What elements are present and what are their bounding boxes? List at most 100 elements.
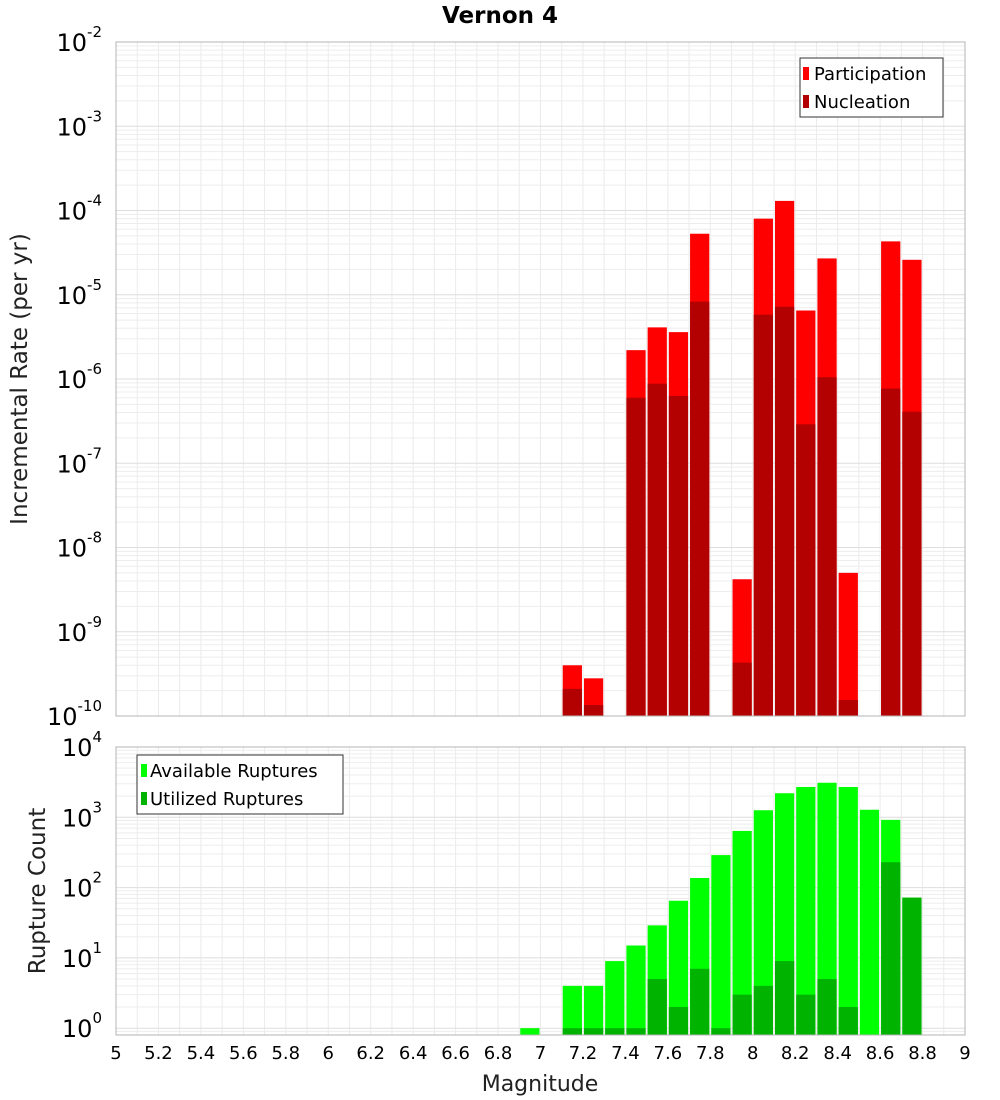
count-bar-available-ruptures — [605, 961, 625, 1035]
rate-bars — [562, 200, 922, 717]
x-tick-label: 7.6 — [654, 1043, 683, 1064]
x-tick-label: 6.8 — [484, 1043, 513, 1064]
x-tick-label: 6.6 — [441, 1043, 470, 1064]
legend-label-available: Available Ruptures — [150, 761, 318, 782]
rate-panel: 10-210-310-410-510-610-710-810-910-10 In… — [7, 23, 966, 731]
count-bar-utilized-ruptures — [605, 1028, 625, 1035]
count-bar-available-ruptures — [838, 786, 858, 1035]
rate-y-tick-exponent: -4 — [87, 192, 102, 210]
count-y-tick-exponent: 4 — [92, 728, 102, 746]
count-y-tick-exponent: 0 — [92, 1009, 102, 1027]
count-bar-utilized-ruptures — [753, 985, 773, 1035]
count-legend-box — [136, 754, 344, 815]
count-bar-available-ruptures — [562, 985, 582, 1035]
rate-y-tick-exponent: -8 — [87, 529, 102, 547]
count-bar-available-ruptures — [711, 855, 731, 1035]
rate-y-tick-label: 10-7 — [56, 444, 102, 478]
rate-y-tick-label: 10-10 — [47, 697, 102, 731]
count-bar-available-ruptures — [583, 985, 604, 1035]
rate-bar-nucleation — [796, 424, 816, 716]
x-tick-label: 5.8 — [271, 1043, 300, 1064]
count-bar-utilized-ruptures — [732, 994, 752, 1035]
rate-bar-nucleation — [690, 301, 710, 716]
x-tick-label: 6.2 — [356, 1043, 385, 1064]
rate-bar-nucleation — [753, 314, 773, 716]
rate-y-tick-label: 10-2 — [56, 23, 102, 57]
rate-bar-nucleation — [817, 377, 837, 716]
rate-y-tick-base: 10 — [56, 198, 87, 226]
count-bar-utilized-ruptures — [583, 1028, 604, 1035]
count-y-tick-base: 10 — [62, 734, 93, 762]
count-x-axis-label: Magnitude — [482, 1072, 599, 1097]
x-tick-label: 7.2 — [569, 1043, 598, 1064]
count-bar-available-ruptures — [668, 900, 689, 1035]
count-y-tick-label: 103 — [62, 798, 102, 832]
rate-bar-nucleation — [562, 688, 582, 716]
rate-bar-nucleation — [583, 705, 604, 716]
rate-y-tick-label: 10-4 — [56, 192, 102, 226]
count-y-tick-label: 102 — [62, 869, 102, 903]
rate-bar-nucleation — [902, 411, 922, 716]
count-bar-utilized-ruptures — [902, 897, 922, 1035]
legend-swatch-nucleation — [803, 95, 809, 108]
count-bar-utilized-ruptures — [774, 961, 795, 1035]
rate-y-tick-label: 10-8 — [56, 529, 102, 563]
x-tick-label: 5.2 — [144, 1043, 173, 1064]
rate-bar-nucleation — [668, 395, 689, 716]
legend-label-nucleation: Nucleation — [814, 92, 910, 113]
x-tick-label: 8 — [747, 1043, 758, 1064]
legend-label-utilized: Utilized Ruptures — [150, 789, 303, 810]
x-tick-label: 9 — [959, 1043, 970, 1064]
count-bar-available-ruptures — [520, 1028, 540, 1035]
rate-y-tick-base: 10 — [56, 535, 87, 563]
count-bar-available-ruptures — [732, 830, 752, 1035]
count-bar-available-ruptures — [796, 786, 816, 1035]
x-tick-label: 8.2 — [781, 1043, 810, 1064]
count-bar-utilized-ruptures — [711, 1028, 731, 1035]
count-y-tick-label: 101 — [62, 939, 102, 973]
rate-y-axis-label: Incremental Rate (per yr) — [7, 233, 33, 525]
rate-y-tick-base: 10 — [56, 450, 87, 478]
count-y-tick-label: 100 — [62, 1009, 102, 1043]
count-bar-available-ruptures — [817, 782, 837, 1035]
count-y-tick-exponent: 2 — [92, 869, 102, 887]
rate-bar-participation — [838, 572, 858, 716]
x-tick-label: 7 — [535, 1043, 546, 1064]
count-bar-available-ruptures — [859, 809, 880, 1035]
rate-y-tick-exponent: -10 — [78, 697, 103, 715]
count-bar-available-ruptures — [753, 810, 773, 1035]
rate-y-tick-label: 10-9 — [56, 613, 102, 647]
rate-y-tick-base: 10 — [56, 366, 87, 394]
rate-plot-frame — [115, 41, 966, 717]
rate-bar-nucleation — [881, 388, 901, 716]
x-tick-label: 8.4 — [823, 1043, 852, 1064]
rate-y-tick-label: 10-3 — [56, 107, 102, 141]
count-y-tick-label: 104 — [62, 728, 102, 762]
rate-bar-nucleation — [774, 306, 795, 716]
count-bar-utilized-ruptures — [796, 994, 816, 1035]
count-x-tick-labels: 5 5.2 5.4 5.6 5.8 6 6.2 6.4 6.6 6.8 7 7.2 7.4 7.6 7.8 8… — [110, 1043, 970, 1064]
x-tick-label: 7.8 — [696, 1043, 725, 1064]
count-y-tick-base: 10 — [62, 804, 93, 832]
count-bars — [520, 782, 922, 1035]
count-bar-utilized-ruptures — [838, 1007, 858, 1035]
legend-label-participation: Participation — [814, 64, 926, 85]
count-bar-utilized-ruptures — [626, 1028, 646, 1035]
rate-y-tick-label: 10-6 — [56, 360, 102, 394]
x-tick-label: 7.4 — [611, 1043, 640, 1064]
count-bar-utilized-ruptures — [881, 862, 901, 1035]
rate-y-tick-exponent: -6 — [87, 360, 102, 378]
legend-swatch-utilized — [141, 792, 147, 805]
x-tick-label: 8.6 — [866, 1043, 895, 1064]
rate-bar-nucleation — [647, 383, 667, 716]
rate-y-tick-exponent: -9 — [87, 613, 102, 631]
count-legend: Available Ruptures Utilized Ruptures — [136, 754, 344, 815]
count-bar-utilized-ruptures — [647, 979, 667, 1035]
legend-swatch-participation — [803, 67, 809, 80]
x-tick-label: 8.8 — [908, 1043, 937, 1064]
x-tick-label: 6.4 — [399, 1043, 428, 1064]
count-bar-utilized-ruptures — [817, 979, 837, 1035]
